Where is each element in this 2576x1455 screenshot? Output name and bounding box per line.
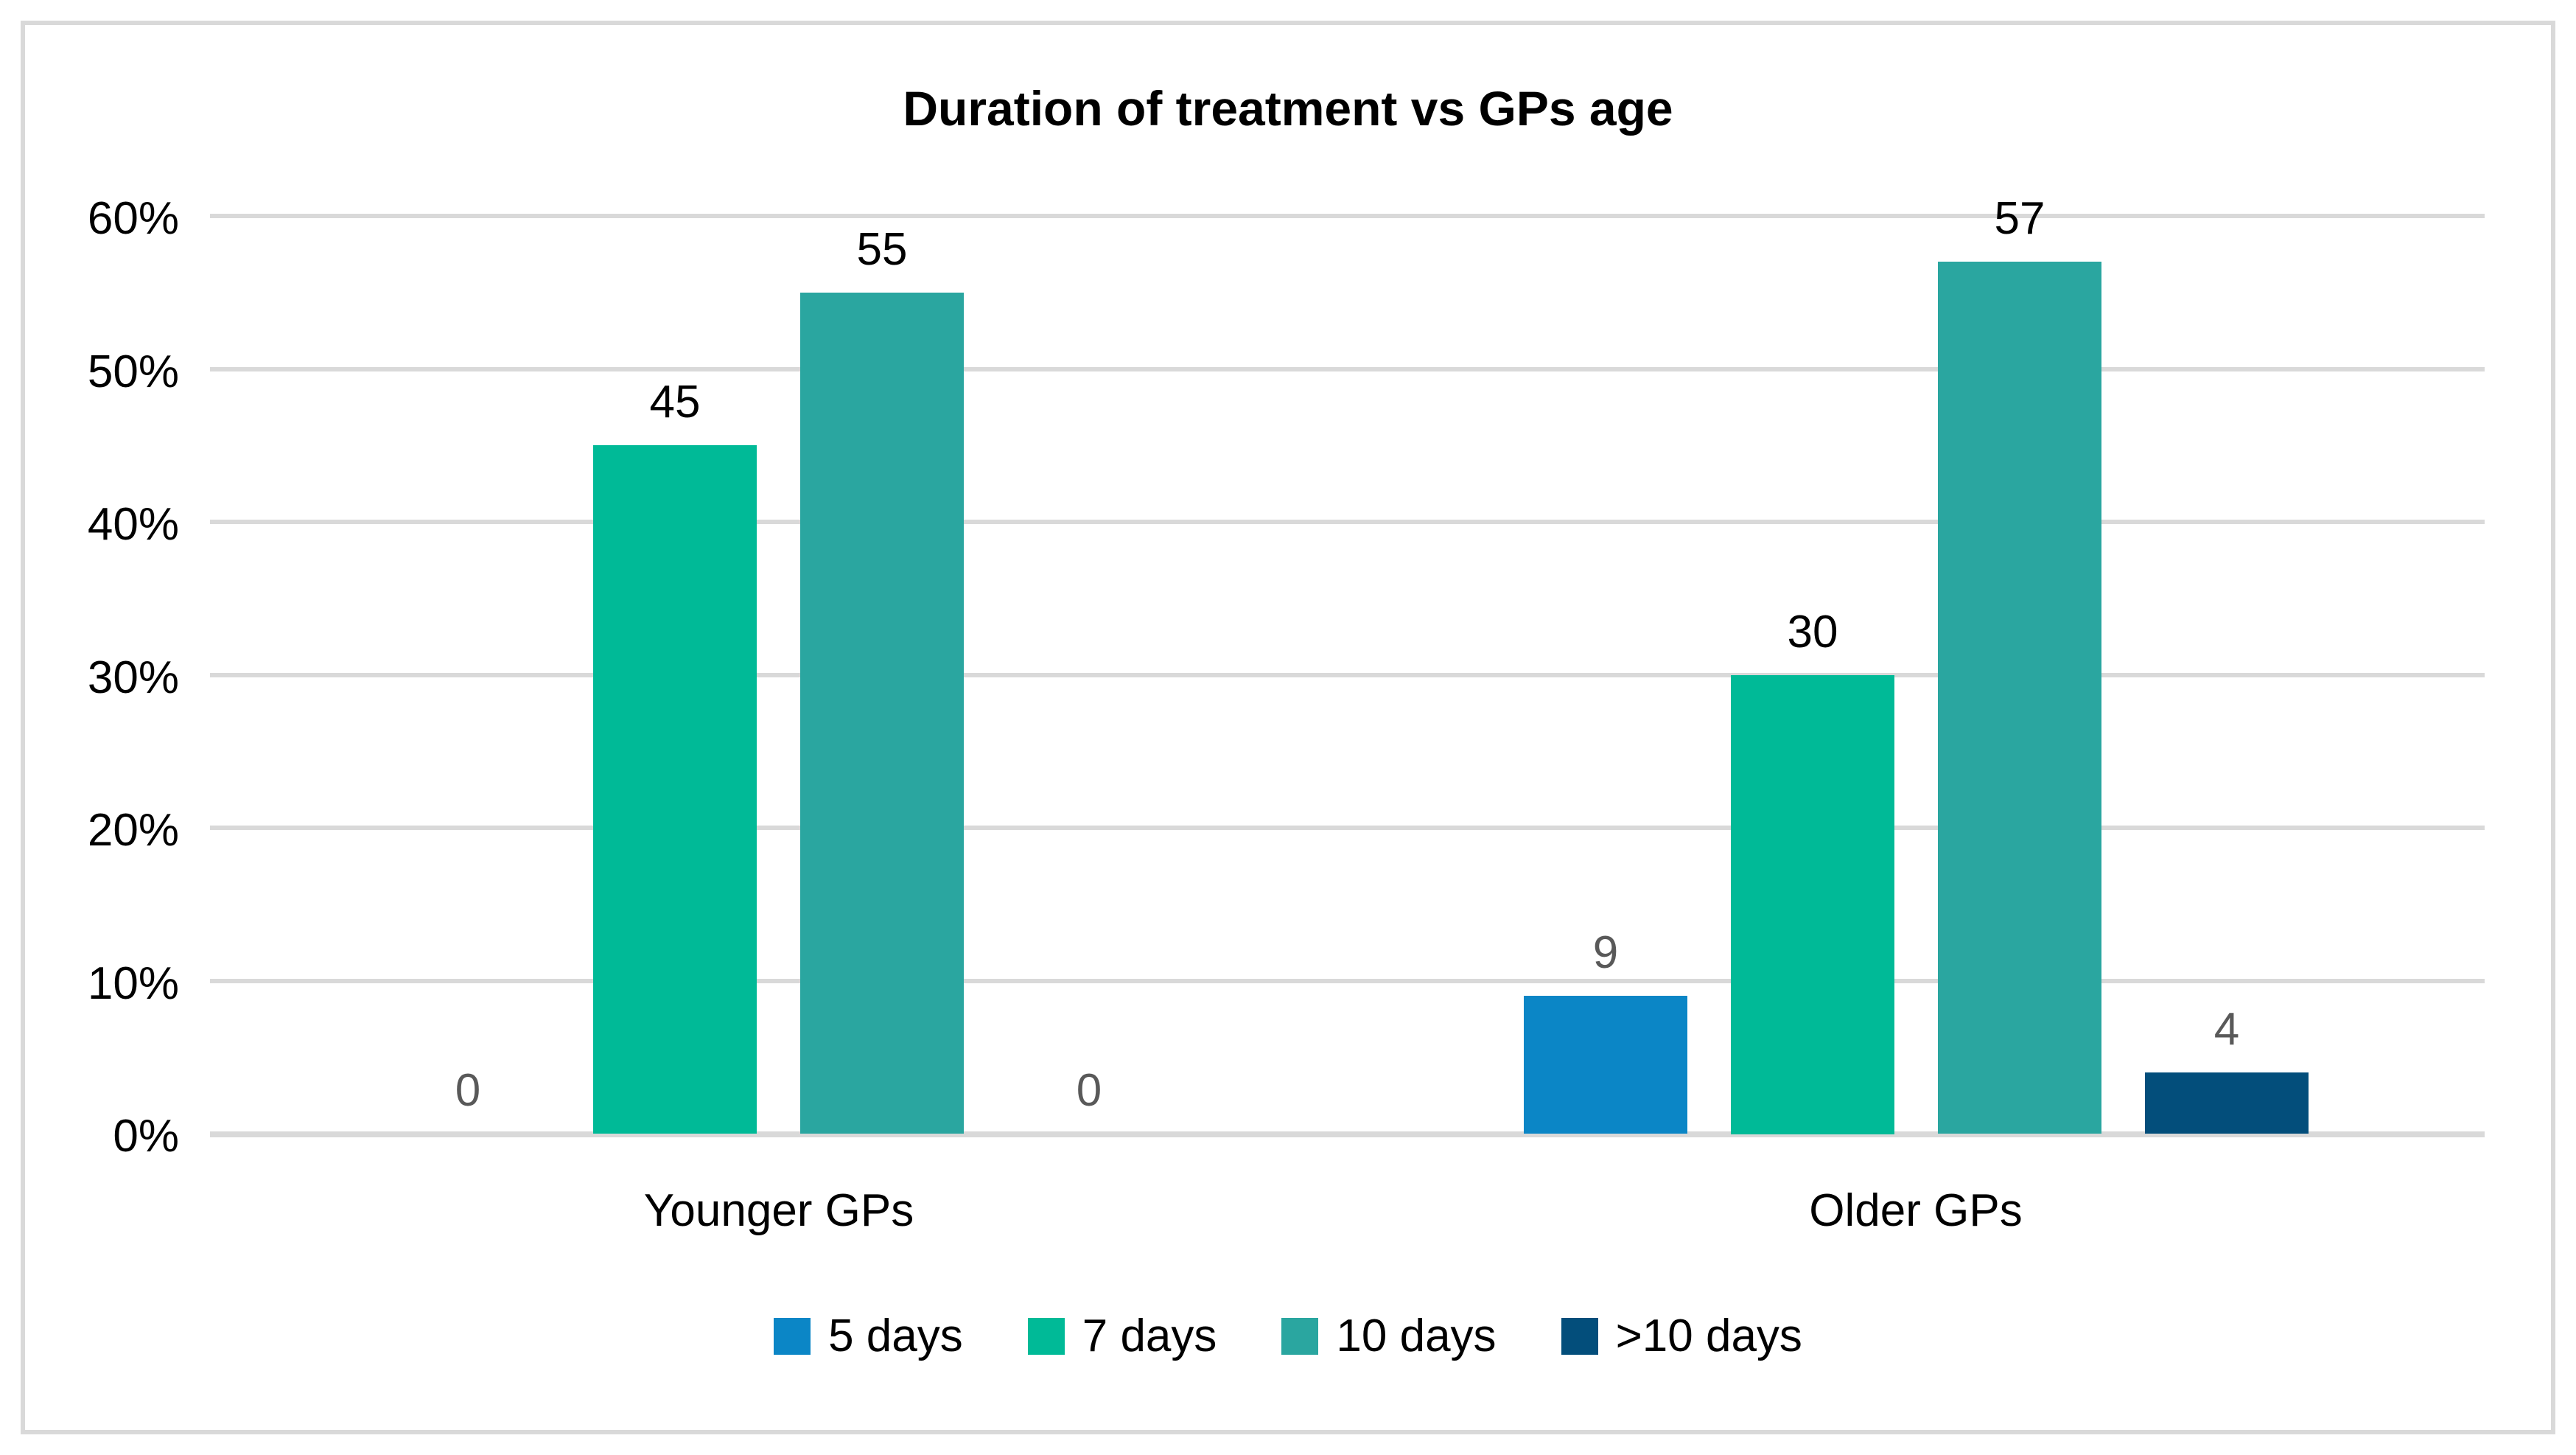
bar-value-label: 4	[2213, 1004, 2240, 1055]
bar-value-label: 0	[455, 1065, 481, 1116]
bar	[593, 445, 757, 1134]
bar	[1524, 996, 1687, 1134]
legend-item: >10 days	[1561, 1312, 1802, 1361]
legend-item: 7 days	[1027, 1311, 1217, 1361]
bar-value-label: 0	[1076, 1065, 1102, 1116]
legend-item-label: 10 days	[1336, 1311, 1497, 1361]
bar-value-label: 45	[649, 377, 701, 428]
x-axis-category-label: Older GPs	[1809, 1185, 2023, 1236]
legend-item: 5 days	[774, 1312, 963, 1361]
y-axis-tick-label: 40%	[87, 499, 179, 550]
legend-item-label: >10 days	[1615, 1311, 1802, 1361]
gridline	[210, 673, 2485, 677]
y-axis-tick-label: 0%	[113, 1111, 179, 1162]
bar	[2145, 1072, 2309, 1134]
chart-frame	[21, 21, 2555, 1434]
legend-swatch	[1561, 1318, 1598, 1355]
legend-item-label: 5 days	[828, 1311, 963, 1361]
y-axis-tick-label: 60%	[87, 193, 179, 244]
bar-value-label: 30	[1787, 607, 1838, 657]
gridline	[210, 520, 2485, 524]
gridline	[210, 826, 2485, 830]
y-axis-tick-label: 10%	[87, 958, 179, 1009]
legend: 5 days 7 days 10 days >10 days	[0, 1312, 2576, 1361]
bar-value-label: 57	[1994, 193, 2045, 244]
bar	[1731, 675, 1894, 1134]
legend-swatch	[1027, 1318, 1065, 1355]
y-axis-tick-label: 20%	[87, 805, 179, 856]
chart-title: Duration of treatment vs GPs age	[903, 81, 1673, 136]
bar-value-label: 9	[1592, 927, 1619, 978]
y-axis-tick-label: 50%	[87, 346, 179, 397]
x-axis-category-label: Younger GPs	[643, 1185, 914, 1236]
legend-swatch	[1281, 1318, 1319, 1355]
gridline	[210, 214, 2485, 218]
gridline	[210, 1131, 2485, 1137]
gridline	[210, 979, 2485, 983]
legend-item: 10 days	[1281, 1311, 1497, 1361]
legend-item-label: 7 days	[1082, 1311, 1217, 1361]
bar-value-label: 55	[856, 224, 908, 275]
bar	[800, 293, 964, 1134]
y-axis-tick-label: 30%	[87, 652, 179, 703]
bar	[1938, 262, 2101, 1134]
gridline	[210, 367, 2485, 371]
legend-swatch	[774, 1318, 811, 1355]
